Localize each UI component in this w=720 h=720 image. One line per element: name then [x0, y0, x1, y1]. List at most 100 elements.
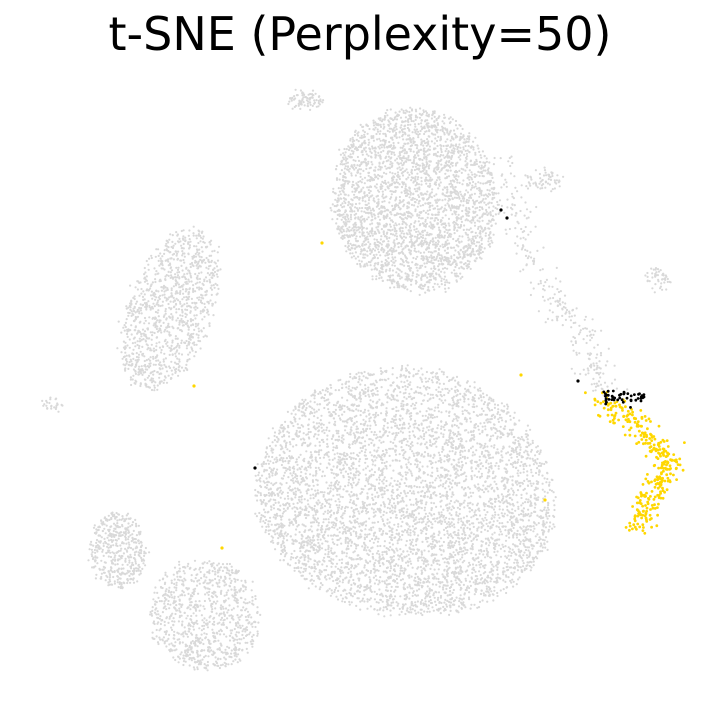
scatter-point: [361, 178, 364, 181]
scatter-point: [150, 388, 154, 392]
scatter-point: [429, 176, 432, 179]
scatter-point: [439, 245, 442, 248]
scatter-point: [457, 251, 460, 254]
scatter-point: [424, 224, 427, 227]
scatter-point: [442, 126, 445, 130]
scatter-point: [317, 408, 320, 411]
scatter-point: [140, 312, 143, 315]
scatter-point: [593, 346, 596, 349]
scatter-point: [587, 357, 591, 360]
scatter-point: [402, 214, 405, 217]
scatter-point: [145, 359, 148, 362]
scatter-point: [207, 302, 210, 305]
scatter-point: [435, 603, 438, 607]
scatter-point: [123, 324, 126, 327]
scatter-point: [418, 186, 421, 189]
scatter-point: [189, 240, 192, 243]
scatter-point: [191, 301, 194, 305]
scatter-point: [449, 207, 452, 210]
scatter-point: [189, 265, 192, 269]
scatter-point: [379, 238, 382, 241]
scatter-point: [140, 365, 143, 368]
scatter-point: [138, 331, 142, 334]
scatter-point: [178, 319, 181, 322]
scatter-point: [143, 293, 146, 296]
scatter-point: [479, 161, 482, 164]
scatter-point: [388, 201, 391, 204]
scatter-point: [428, 225, 431, 228]
scatter-point: [378, 154, 381, 157]
scatter-point: [171, 234, 174, 237]
scatter-point: [175, 367, 178, 370]
scatter-point: [477, 170, 480, 173]
scatter-point: [395, 237, 398, 241]
scatter-point: [485, 160, 488, 163]
scatter-point: [354, 187, 358, 190]
scatter-point: [381, 279, 384, 282]
scatter-point: [465, 157, 468, 161]
scatter-point: [423, 251, 426, 254]
scatter-point: [153, 349, 156, 353]
scatter-point: [378, 207, 381, 210]
scatter-point: [529, 184, 532, 187]
scatter-point: [446, 131, 449, 134]
scatter-point: [516, 244, 519, 247]
scatter-point: [356, 240, 359, 243]
scatter-point: [543, 169, 547, 172]
scatter-point: [200, 296, 203, 299]
scatter-point: [570, 315, 574, 318]
scatter-point: [377, 151, 380, 154]
scatter-point: [417, 183, 420, 186]
scatter-point: [442, 210, 445, 213]
scatter-point: [364, 157, 367, 160]
scatter-point: [527, 216, 530, 219]
scatter-point: [197, 272, 201, 275]
scatter-point: [399, 157, 402, 160]
scatter-point: [370, 251, 373, 254]
scatter-point: [451, 118, 454, 121]
scatter-point: [443, 266, 447, 270]
scatter-point: [529, 230, 532, 233]
scatter-point: [449, 169, 452, 172]
scatter-point: [489, 232, 492, 235]
scatter-point: [433, 142, 436, 145]
scatter-point: [442, 263, 445, 266]
scatter-point: [353, 213, 356, 216]
scatter-point: [471, 237, 474, 240]
scatter-point: [458, 267, 461, 270]
scatter-point: [355, 235, 358, 238]
scatter-point: [332, 472, 335, 475]
scatter-point: [546, 182, 550, 185]
scatter-point: [340, 471, 343, 474]
scatter-point: [195, 301, 198, 305]
scatter-point: [440, 236, 444, 239]
scatter-point: [414, 165, 417, 168]
scatter-point: [465, 200, 468, 203]
scatter-point: [200, 246, 203, 249]
scatter-point: [446, 247, 449, 250]
scatter-point: [157, 304, 160, 307]
scatter-point: [486, 213, 489, 217]
scatter-point: [363, 131, 366, 134]
scatter-point: [486, 222, 489, 225]
scatter-point: [366, 238, 370, 241]
scatter-point: [172, 296, 175, 299]
scatter-point: [61, 404, 64, 407]
scatter-point: [469, 267, 472, 270]
scatter-point: [452, 221, 455, 224]
scatter-point: [356, 132, 359, 135]
scatter-point: [195, 245, 198, 248]
scatter-point: [445, 209, 448, 212]
scatter-point: [459, 158, 462, 161]
scatter-point: [561, 301, 564, 304]
scatter-point: [352, 223, 355, 226]
scatter-point: [429, 195, 432, 198]
scatter-point: [437, 116, 440, 120]
scatter-point: [147, 300, 150, 303]
scatter-point: [171, 315, 174, 318]
scatter-point: [487, 243, 490, 246]
scatter-point: [356, 171, 359, 174]
scatter-point: [380, 205, 383, 208]
scatter-point: [129, 376, 132, 379]
scatter-point: [409, 191, 412, 195]
